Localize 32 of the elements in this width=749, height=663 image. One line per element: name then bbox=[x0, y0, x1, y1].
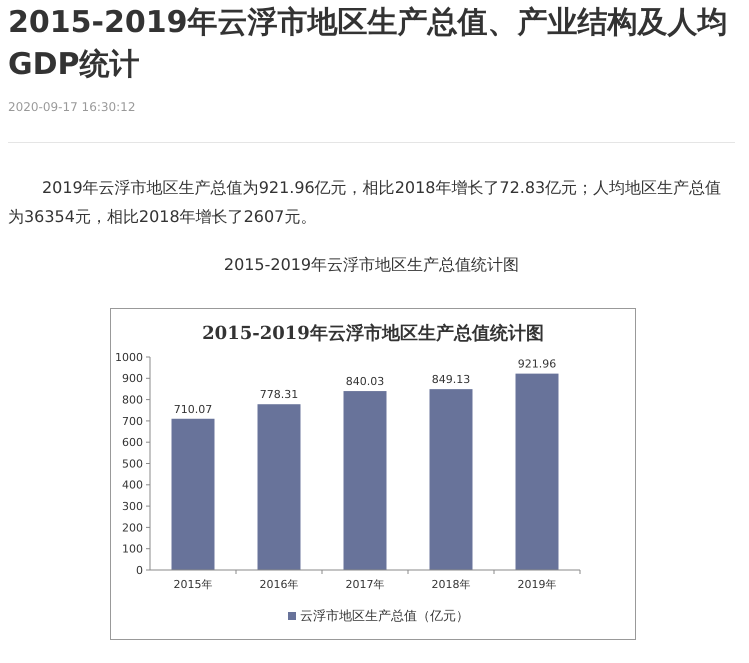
bar bbox=[258, 404, 300, 570]
y-tick-label: 100 bbox=[122, 542, 143, 556]
y-tick-label: 1000 bbox=[115, 350, 143, 364]
y-tick-label: 800 bbox=[122, 393, 143, 406]
y-tick-label: 300 bbox=[122, 500, 143, 513]
x-tick-label: 2017年 bbox=[346, 578, 384, 591]
y-tick-label: 700 bbox=[122, 414, 143, 428]
y-tick-label: 0 bbox=[136, 564, 143, 577]
y-tick-label: 900 bbox=[122, 372, 143, 386]
text: 2015-2019年云浮市地区生产总值、产业结构及人均GDP统计 bbox=[8, 4, 728, 84]
x-tick-label: 2019年 bbox=[518, 578, 556, 591]
x-tick-label: 2016年 bbox=[260, 578, 298, 591]
data-label: 840.03 bbox=[346, 375, 384, 388]
legend-label: 云浮市地区生产总值（亿元） bbox=[300, 609, 469, 624]
bar bbox=[172, 418, 214, 570]
data-label: 921.96 bbox=[518, 358, 556, 371]
y-tick-label: 400 bbox=[122, 478, 143, 492]
text: 2015-2019年云浮市地区生产总值统计图 bbox=[222, 255, 520, 276]
y-tick-label: 500 bbox=[122, 457, 143, 470]
x-tick-label: 2015年 bbox=[174, 578, 212, 591]
text: 2019年云浮市地区生产总值为921.96亿元，相比2018年增长了72.83亿元；人均地区生产总值为36354元，相比2018年增长了2607元。 bbox=[8, 177, 722, 228]
data-label: 778.31 bbox=[260, 388, 298, 402]
y-tick-label: 200 bbox=[122, 521, 143, 534]
x-tick-label: 2018年 bbox=[432, 578, 470, 591]
text: 2020-09-17 16:30:12 bbox=[8, 100, 136, 114]
chart-title: 2015-2019年云浮市地区生产总值统计图 bbox=[202, 323, 544, 344]
bar bbox=[516, 374, 558, 570]
bar bbox=[430, 389, 472, 570]
data-label: 710.07 bbox=[174, 402, 212, 416]
bar bbox=[344, 391, 386, 570]
data-label: 849.13 bbox=[432, 373, 470, 386]
y-tick-label: 600 bbox=[122, 436, 143, 450]
